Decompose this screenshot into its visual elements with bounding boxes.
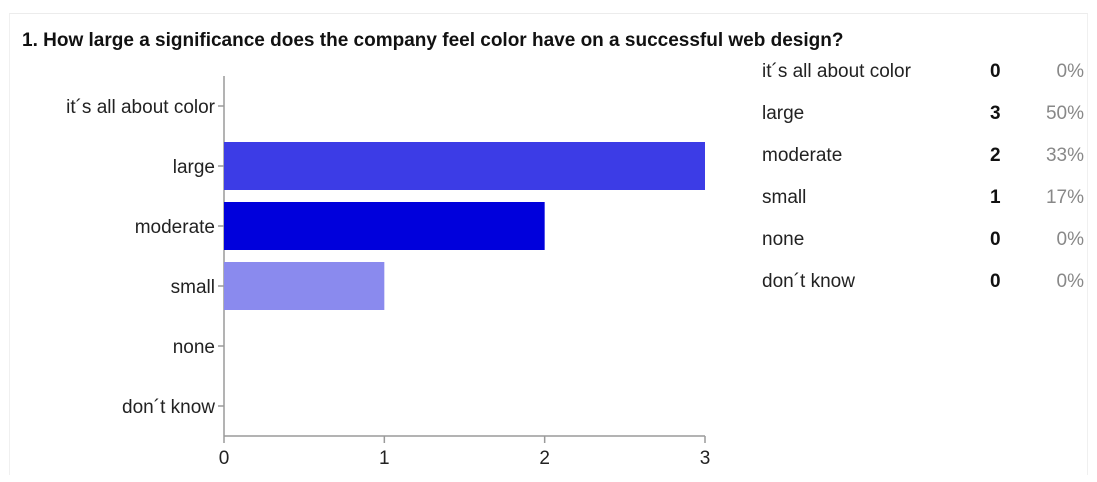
bar (224, 202, 545, 250)
bar (224, 142, 705, 190)
category-label: don´t know (122, 397, 215, 418)
summary-row: don´t know 0 0% (762, 266, 1092, 308)
summary-percent: 0% (1056, 229, 1084, 250)
summary-row: moderate 2 33% (762, 140, 1092, 182)
summary-label: moderate (762, 145, 843, 166)
summary-percent: 50% (1045, 103, 1084, 124)
summary-label: none (762, 229, 805, 250)
summary-label: large (762, 103, 805, 124)
category-label: small (171, 277, 215, 298)
summary-label: it´s all about color (762, 61, 911, 82)
summary-count: 0 (990, 229, 1001, 250)
summary-row: none 0 0% (762, 224, 1092, 266)
category-label: none (173, 337, 215, 358)
summary-count: 0 (990, 271, 1001, 292)
summary-label: small (762, 187, 807, 208)
category-label: it´s all about color (66, 97, 216, 118)
summary-label: don´t know (762, 271, 855, 292)
summary-count: 2 (990, 145, 1001, 166)
summary-count: 3 (990, 103, 1001, 124)
summary-percent: 33% (1045, 145, 1084, 166)
chart-frame (9, 13, 1088, 475)
chart-title: 1. How large a significance does the com… (22, 30, 844, 51)
x-tick-label: 1 (379, 448, 390, 469)
category-label: moderate (135, 217, 215, 238)
x-tick-label: 2 (539, 448, 550, 469)
summary-percent: 0% (1056, 271, 1084, 292)
summary-percent: 0% (1056, 61, 1084, 82)
summary-row: large 3 50% (762, 98, 1092, 140)
summary-count: 1 (990, 187, 1001, 208)
bar-chart: it´s all about color large moderate small no… (66, 76, 711, 469)
summary-row: it´s all about color 0 0% (762, 56, 1092, 98)
summary-row: small 1 17% (762, 182, 1092, 224)
x-tick-label: 0 (219, 448, 230, 469)
summary-percent: 17% (1045, 187, 1084, 208)
x-tick-label: 3 (700, 448, 711, 469)
summary-table: it´s all about color 0 0% large 3 50% mo… (762, 56, 1092, 308)
bar (224, 262, 385, 310)
summary-count: 0 (990, 61, 1001, 82)
category-label: large (173, 157, 215, 178)
